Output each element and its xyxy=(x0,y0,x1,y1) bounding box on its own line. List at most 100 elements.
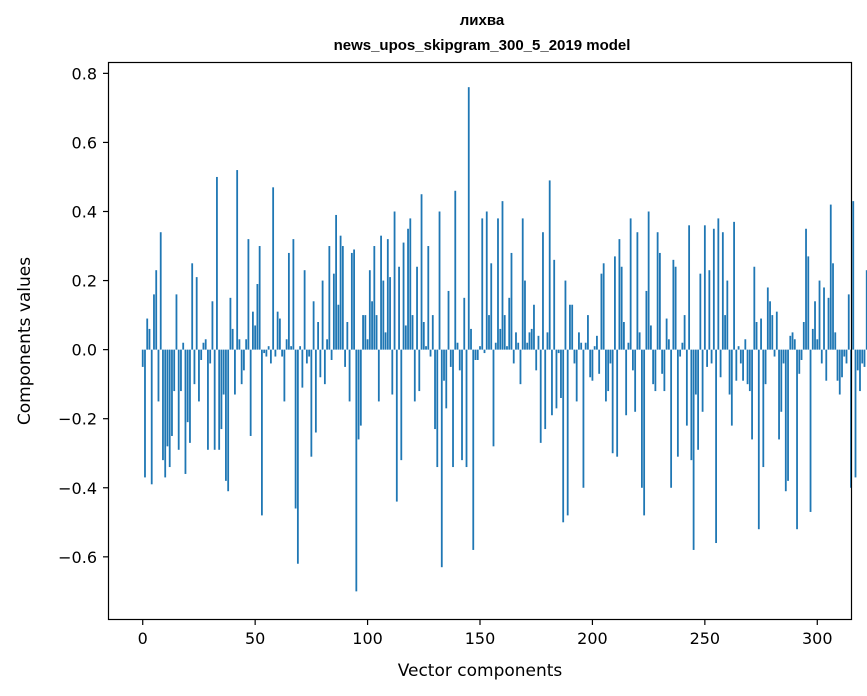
bar-173 xyxy=(530,328,533,350)
bar-283 xyxy=(778,349,780,440)
bar-234 xyxy=(667,339,670,350)
bar-309 xyxy=(836,349,839,381)
bar-292 xyxy=(798,349,801,374)
bar-113 xyxy=(395,349,398,502)
bar-264 xyxy=(735,349,738,381)
chart-title: лихва xyxy=(460,12,505,29)
bar-81 xyxy=(323,349,326,385)
bar-302 xyxy=(820,349,823,364)
bar-244 xyxy=(690,349,693,461)
bar-257 xyxy=(719,349,722,378)
bar-197 xyxy=(584,342,587,350)
bar-306 xyxy=(829,204,832,350)
bar-303 xyxy=(823,287,825,350)
bar-45 xyxy=(243,349,245,371)
bar-215 xyxy=(625,349,628,416)
bar-155 xyxy=(490,263,493,350)
bar-165 xyxy=(512,349,515,364)
bar-158 xyxy=(497,218,499,350)
bar-149 xyxy=(476,349,479,360)
bar-231 xyxy=(661,349,664,374)
bar-100 xyxy=(366,339,369,350)
bar-201 xyxy=(593,346,596,350)
bar-312 xyxy=(843,349,846,357)
bar-141 xyxy=(458,349,461,371)
bar-83 xyxy=(328,246,331,350)
bar-206 xyxy=(605,349,607,402)
bar-250 xyxy=(703,225,706,350)
bar-310 xyxy=(838,349,841,395)
bar-13 xyxy=(171,349,173,436)
bar-248 xyxy=(699,273,702,350)
bar-204 xyxy=(600,273,603,350)
bar-252 xyxy=(708,270,711,350)
bar-49 xyxy=(252,311,254,350)
bar-116 xyxy=(402,242,405,350)
bar-76 xyxy=(312,301,315,350)
bar-80 xyxy=(321,280,324,350)
bar-177 xyxy=(539,349,542,443)
bar-301 xyxy=(818,280,821,350)
bar-187 xyxy=(562,349,565,523)
bar-161 xyxy=(503,315,506,350)
bar-39 xyxy=(229,297,232,350)
bar-101 xyxy=(368,270,371,350)
bar-228 xyxy=(654,349,657,392)
bar-300 xyxy=(816,339,819,350)
bar-166 xyxy=(515,332,517,350)
bar-43 xyxy=(238,339,241,350)
bar-139 xyxy=(454,190,457,350)
bar-7 xyxy=(157,349,160,402)
bar-179 xyxy=(544,349,547,430)
bar-107 xyxy=(382,280,385,350)
bar-186 xyxy=(560,349,562,398)
bar-260 xyxy=(726,280,729,350)
bar-96 xyxy=(357,349,360,440)
bar-102 xyxy=(371,301,373,350)
bar-239 xyxy=(679,349,682,357)
bar-223 xyxy=(643,349,646,516)
bar-70 xyxy=(299,346,302,350)
bar-282 xyxy=(775,311,778,350)
bar-152 xyxy=(483,349,486,354)
bar-321 xyxy=(863,349,866,367)
bar-288 xyxy=(789,335,792,350)
bar-240 xyxy=(681,342,684,350)
bar-58 xyxy=(272,187,275,350)
bar-226 xyxy=(649,325,652,350)
bar-214 xyxy=(623,322,625,350)
bar-72 xyxy=(303,270,306,350)
bar-136 xyxy=(447,290,450,350)
bar-93 xyxy=(350,252,353,350)
bar-44 xyxy=(240,349,243,385)
bar-267 xyxy=(742,349,744,381)
y-tick-label-6: 0.6 xyxy=(72,133,97,152)
bar-97 xyxy=(359,349,362,426)
bar-77 xyxy=(314,349,317,433)
bar-17 xyxy=(180,349,182,392)
bar-275 xyxy=(760,318,762,350)
bar-11 xyxy=(166,349,169,447)
bar-192 xyxy=(573,349,576,364)
bar-222 xyxy=(640,349,643,488)
bar-8 xyxy=(159,232,162,350)
bar-61 xyxy=(278,318,281,350)
bar-131 xyxy=(436,349,439,468)
bar-85 xyxy=(332,273,335,350)
bar-154 xyxy=(488,315,490,350)
bar-95 xyxy=(355,349,358,592)
x-tick-label-100: 100 xyxy=(352,629,383,648)
bar-265 xyxy=(737,346,740,350)
bar-103 xyxy=(373,246,376,350)
bar-88 xyxy=(339,235,342,350)
bar-106 xyxy=(380,235,382,350)
bar-151 xyxy=(481,218,484,350)
bar-195 xyxy=(580,342,583,350)
bar-129 xyxy=(431,315,434,350)
bar-183 xyxy=(553,259,556,350)
bar-51 xyxy=(256,284,259,350)
bar-46 xyxy=(245,339,248,350)
bar-157 xyxy=(494,342,497,350)
bar-56 xyxy=(267,346,270,350)
bar-105 xyxy=(377,349,380,402)
